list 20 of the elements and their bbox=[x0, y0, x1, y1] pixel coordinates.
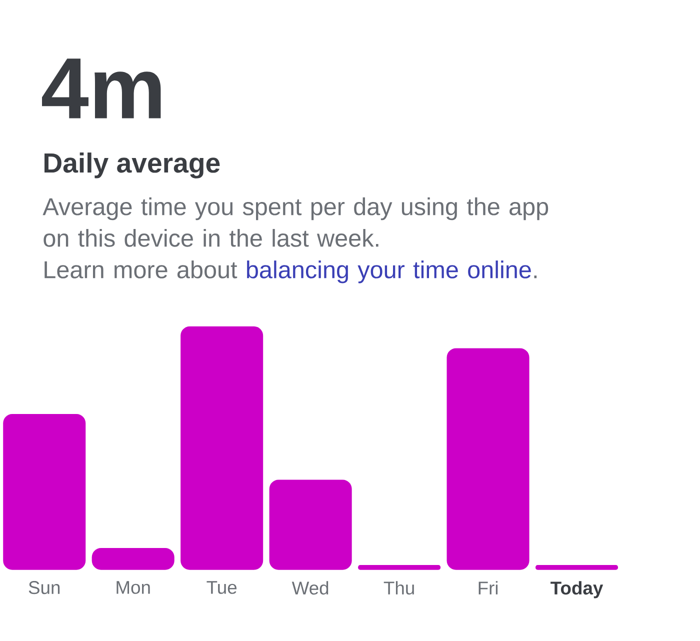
x-tick-label: Sun bbox=[28, 581, 60, 594]
bar bbox=[446, 348, 530, 570]
text: balancing your time online bbox=[247, 260, 531, 284]
bar bbox=[358, 565, 441, 570]
chart-title: 4m bbox=[42, 58, 161, 118]
bar bbox=[180, 326, 264, 570]
x-tick-label: Today bbox=[550, 581, 604, 598]
bar bbox=[536, 565, 618, 570]
bar bbox=[3, 414, 86, 570]
text: Average time you spent per day using the app on this device in the last week. bbox=[42, 198, 548, 247]
x-tick-label: Tue bbox=[206, 581, 237, 594]
bar bbox=[269, 480, 352, 570]
chart-subtitle: Daily average bbox=[44, 152, 220, 178]
x-tick-label: Fri bbox=[478, 581, 498, 594]
bar bbox=[92, 548, 174, 570]
text: . bbox=[534, 276, 537, 278]
x-tick-label: Mon bbox=[116, 581, 150, 594]
text: Learn more about bbox=[44, 260, 238, 278]
x-tick-label: Wed bbox=[292, 581, 328, 595]
x-tick-label: Thu bbox=[384, 581, 414, 595]
